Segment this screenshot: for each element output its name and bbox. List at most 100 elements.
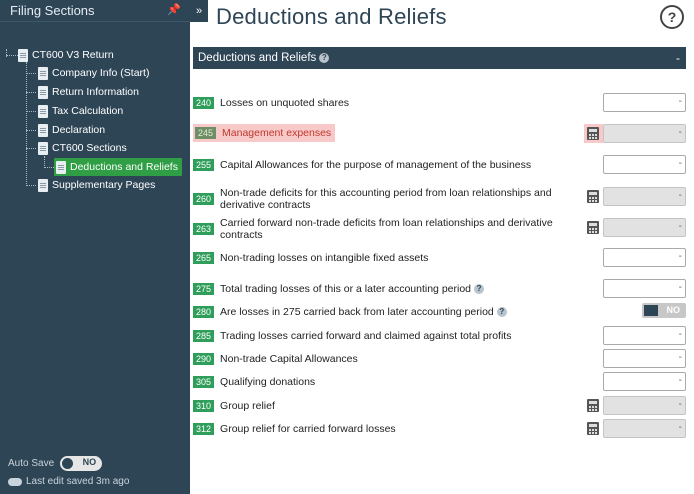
autosave-control: Auto Save NO [8, 456, 103, 471]
input-285[interactable]: - [603, 326, 686, 345]
spin-dash: - [678, 96, 682, 107]
toggle-knob [644, 305, 658, 316]
box-code: 305 [193, 376, 215, 388]
row-label: Are losses in 275 carried back from late… [220, 306, 494, 318]
form-row-255: 255 Capital Allowances for the purpose o… [193, 156, 686, 174]
box-code: 255 [193, 159, 215, 171]
section-collapse-button[interactable]: - [676, 51, 680, 65]
tree-item-company-info[interactable]: Company Info (Start) [38, 64, 149, 82]
box-code: 290 [193, 353, 215, 365]
spin-dash: - [678, 190, 682, 201]
row-label: Capital Allowances for the purpose of ma… [220, 159, 532, 171]
question-icon[interactable]: ? [474, 284, 485, 294]
section-title: Deductions and Reliefs [198, 52, 317, 64]
toggle-state: NO [666, 305, 681, 315]
row-label: Qualifying donations [220, 376, 316, 388]
input-275[interactable]: - [603, 279, 686, 298]
tree-root-label: CT600 V3 Return [32, 49, 114, 61]
input-305[interactable]: - [603, 372, 686, 391]
form-row-275: 275 Total trading losses of this or a la… [193, 280, 686, 298]
row-label: Losses on unquoted shares [220, 97, 350, 109]
tree-root[interactable]: CT600 V3 Return [18, 46, 114, 64]
toggle-knob [62, 458, 74, 469]
box-code: 275 [193, 283, 215, 295]
cloud-icon [8, 477, 22, 486]
box-code: 263 [193, 223, 215, 235]
tree-item-label: Supplementary Pages [52, 179, 156, 191]
box-code: 240 [193, 97, 215, 109]
tree-item-label: Return Information [52, 86, 139, 98]
row-label: Non-trade Capital Allowances [220, 353, 358, 365]
tree-item-label: Deductions and Reliefs [70, 161, 178, 173]
form-row-265: 265 Non-trading losses on intangible fix… [193, 249, 686, 267]
tree-group-ct600-sections[interactable]: CT600 Sections [38, 139, 127, 157]
input-290[interactable]: - [603, 349, 686, 368]
form-row-260: 260 Non-trade deficits for this accounti… [193, 187, 686, 211]
help-icon[interactable]: ? [660, 5, 684, 29]
tree-item-tax-calculation[interactable]: Tax Calculation [38, 102, 123, 120]
input-263[interactable]: - [603, 218, 686, 237]
form-row-310: 310 Group relief [193, 397, 686, 415]
form-row-245: 245 Management expenses [193, 124, 686, 142]
calculator-icon[interactable] [587, 221, 599, 234]
spin-dash: - [678, 282, 682, 293]
input-255[interactable]: - [603, 155, 686, 174]
document-icon [38, 66, 48, 80]
input-240[interactable]: - [603, 93, 686, 112]
autosave-state: NO [82, 457, 97, 467]
autosave-label: Auto Save [8, 458, 55, 469]
tree-item-label: Tax Calculation [52, 105, 124, 117]
box-code: 265 [193, 252, 215, 264]
filing-sections-sidebar: Filing Sections 📌 CT600 V3 Return Compan… [0, 0, 190, 494]
calculator-icon[interactable] [587, 190, 599, 203]
input-265[interactable]: - [603, 248, 686, 267]
row-label: Group relief [220, 400, 275, 412]
spin-dash: - [678, 399, 682, 410]
row-label: Total trading losses of this or a later … [220, 283, 472, 295]
input-245[interactable]: - [603, 124, 686, 143]
calculator-icon[interactable] [587, 399, 599, 412]
form-row-285: 285 Trading losses carried forward and c… [193, 327, 686, 345]
carried-back-toggle[interactable]: NO [642, 303, 686, 318]
autosave-toggle[interactable]: NO [60, 456, 103, 471]
form-row-312: 312 Group relief for carried forward los… [193, 420, 686, 438]
row-label: Carried forward non-trade deficits from … [220, 217, 553, 241]
form-row-263: 263 Carried forward non-trade deficits f… [193, 217, 686, 241]
row-label: Trading losses carried forward and claim… [220, 330, 512, 342]
spin-dash: - [678, 375, 682, 386]
input-310[interactable]: - [603, 396, 686, 415]
tree-item-supplementary-pages[interactable]: Supplementary Pages [38, 176, 155, 194]
question-icon[interactable]: ? [496, 307, 507, 317]
calculator-icon[interactable] [587, 422, 599, 435]
tree-item-deductions-and-reliefs[interactable]: Deductions and Reliefs [54, 158, 182, 176]
spin-dash: - [678, 352, 682, 363]
row-label: Group relief for carried forward losses [220, 423, 396, 435]
row-label: Non-trade deficits for this accounting p… [220, 187, 552, 211]
input-260[interactable]: - [603, 187, 686, 206]
form-row-240: 240 Losses on unquoted shares [193, 94, 686, 112]
box-code: 280 [193, 306, 215, 318]
pin-icon[interactable]: 📌 [167, 4, 181, 16]
form-row-280: 280 Are losses in 275 carried back from … [193, 303, 686, 321]
tree-item-return-information[interactable]: Return Information [38, 83, 139, 101]
question-icon[interactable]: ? [319, 53, 330, 63]
document-icon [38, 178, 48, 192]
box-code: 245 [195, 127, 217, 139]
spin-dash: - [678, 251, 682, 262]
section-header: Deductions and Reliefs ? - [193, 47, 686, 69]
row-label: Management expenses [222, 127, 332, 139]
calculator-icon[interactable] [587, 127, 599, 140]
sidebar-collapse-button[interactable]: » [190, 0, 208, 22]
last-edit-text: Last edit saved 3m ago [26, 476, 130, 487]
box-code: 285 [193, 330, 215, 342]
highlight-box: 245 Management expenses [193, 124, 336, 142]
document-icon [38, 104, 48, 118]
input-312[interactable]: - [603, 419, 686, 438]
tree-item-declaration[interactable]: Declaration [38, 121, 105, 139]
form-row-305: 305 Qualifying donations [193, 373, 686, 391]
spin-dash: - [678, 329, 682, 340]
box-code: 260 [193, 193, 215, 205]
sidebar-title: Filing Sections [0, 0, 190, 22]
document-icon [18, 48, 28, 62]
spin-dash: - [678, 221, 682, 232]
